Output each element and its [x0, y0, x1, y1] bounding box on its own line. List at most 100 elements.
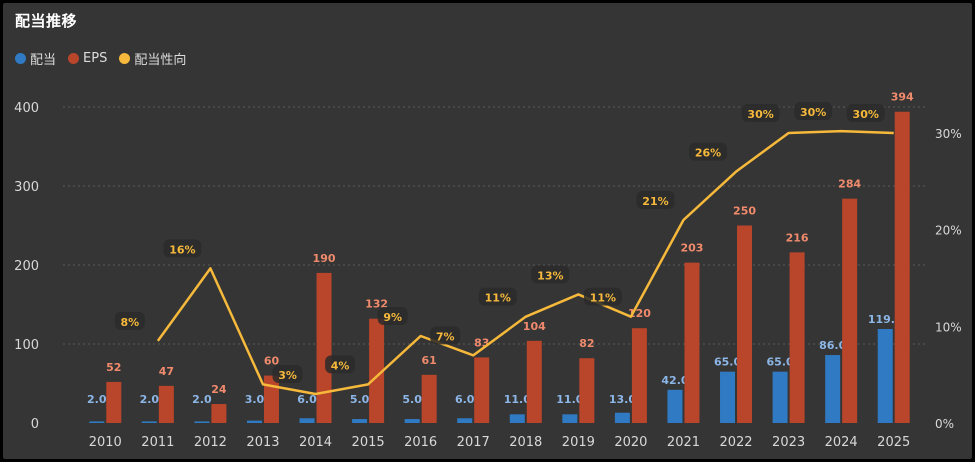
bar-eps [526, 340, 542, 423]
x-tick-label: 2023 [772, 435, 805, 450]
bar-eps-label: 190 [313, 252, 336, 265]
bar-dividend-label: 2.0 [87, 393, 107, 406]
legend-marker-payout [119, 53, 131, 64]
bar-dividend [457, 418, 473, 423]
x-tick-label: 2010 [89, 435, 122, 450]
payout-label-bg [636, 191, 675, 209]
payout-label: 11% [590, 292, 616, 305]
payout-label-bg [689, 142, 728, 161]
bar-dividend [614, 412, 630, 423]
payout-label: 3% [278, 369, 297, 382]
bar-eps-label: 61 [422, 354, 437, 367]
bar-eps-label: 203 [680, 242, 703, 255]
bar-dividend-label: 5.0 [350, 393, 370, 406]
bar-dividend-label: 119.0 [868, 313, 903, 326]
bar-eps [106, 381, 122, 423]
bar-eps-label: 83 [474, 336, 489, 349]
chart-title: 配当推移 [15, 12, 78, 30]
y-tick-label-left: 300 [14, 180, 39, 195]
bar-eps [316, 272, 332, 423]
bar-dividend-label: 11.0 [504, 393, 531, 406]
payout-label: 16% [169, 243, 195, 256]
payout-label: 7% [436, 330, 455, 343]
y-tick-label-right: 30% [935, 127, 962, 141]
x-tick-label: 2025 [877, 435, 910, 450]
payout-label-bg [794, 102, 833, 121]
series-line-payout [156, 129, 894, 396]
chart-plot: 0 100 200 300 400 0% 10% 20% 30% 2010 2.0 52 2011 2.0… [14, 91, 962, 450]
bar-dividend [667, 389, 683, 423]
x-tick-label: 2016 [404, 435, 437, 450]
bar-dividend-label: 6.0 [455, 393, 475, 406]
payout-label: 26% [695, 147, 721, 160]
bar-eps [158, 385, 174, 423]
bar-dividend [825, 355, 841, 423]
legend-item-eps[interactable]: EPS [68, 51, 107, 66]
bar-eps [789, 252, 805, 423]
chart-panel: 配当推移 配当 EPS 配当性向 0 100 200 300 400 0% 10% 20% 30… [3, 3, 972, 459]
y-tick-label-left: 100 [14, 338, 39, 353]
payout-label: 13% [537, 269, 563, 282]
x-tick-label: 2013 [246, 435, 279, 450]
legend-marker-dividend [15, 53, 26, 64]
bar-dividend [562, 414, 578, 423]
bar-eps-label: 394 [891, 91, 914, 104]
bar-dividend-label: 2.0 [140, 393, 160, 406]
payout-label: 30% [747, 108, 773, 121]
x-tick-label: 2020 [614, 435, 647, 450]
legend-label-eps: EPS [83, 51, 108, 66]
x-tick-label: 2022 [719, 435, 752, 450]
x-tick-label: 2014 [299, 435, 332, 450]
legend-item-dividend[interactable]: 配当 [15, 49, 56, 68]
y-tick-label-right: 20% [935, 224, 962, 238]
x-tick-label: 2011 [141, 435, 174, 450]
bar-eps-label: 52 [106, 361, 121, 374]
bar-dividend [89, 421, 105, 423]
payout-label-bg [377, 307, 408, 325]
bar-dividend-label: 5.0 [402, 393, 422, 406]
bar-eps-label: 104 [523, 320, 546, 333]
legend-item-payout[interactable]: 配当性向 [119, 49, 186, 68]
bar-eps [631, 328, 647, 423]
bar-dividend-label: 65.0 [767, 356, 794, 369]
bar-dividend-label: 3.0 [245, 393, 265, 406]
payout-label-bg [163, 239, 202, 258]
bar-eps [684, 262, 700, 423]
bar-eps [421, 374, 437, 423]
payout-label-bg [583, 287, 622, 306]
bar-eps-label: 47 [159, 365, 174, 378]
x-tick-label: 2021 [667, 435, 700, 450]
bar-eps-label: 216 [786, 231, 809, 244]
legend-label-dividend: 配当 [30, 53, 57, 68]
x-tick-label: 2024 [825, 435, 858, 450]
legend-marker-eps [68, 53, 80, 64]
bar-dividend-label: 6.0 [297, 393, 317, 406]
bar-dividend [299, 418, 315, 423]
payout-label-bg [272, 365, 303, 383]
y-tick-label-right: 10% [935, 320, 962, 334]
payout-label-bg [114, 311, 145, 330]
x-tick-label: 2012 [194, 435, 227, 450]
bar-dividend [772, 371, 788, 423]
bar-dividend-label: 42.0 [661, 374, 688, 387]
bar-eps [579, 358, 595, 423]
payout-label: 8% [121, 316, 140, 329]
payout-label: 30% [800, 106, 826, 119]
bar-dividend-label: 13.0 [609, 393, 636, 406]
bar-dividend [246, 420, 262, 423]
bar-eps [737, 225, 753, 423]
bar-eps [369, 318, 385, 423]
payout-label-bg [430, 326, 461, 345]
payout-label-bg [846, 104, 885, 122]
bar-eps [894, 111, 910, 424]
legend: 配当 EPS 配当性向 [15, 49, 186, 68]
payout-label: 11% [485, 292, 511, 305]
payout-label: 21% [642, 195, 668, 208]
bar-eps-label: 60 [264, 355, 280, 368]
payout-label: 9% [383, 311, 402, 324]
payout-label-bg [531, 265, 570, 284]
bar-dividend [352, 419, 368, 423]
bar-eps-label: 250 [733, 205, 756, 218]
x-tick-label: 2017 [457, 435, 490, 450]
